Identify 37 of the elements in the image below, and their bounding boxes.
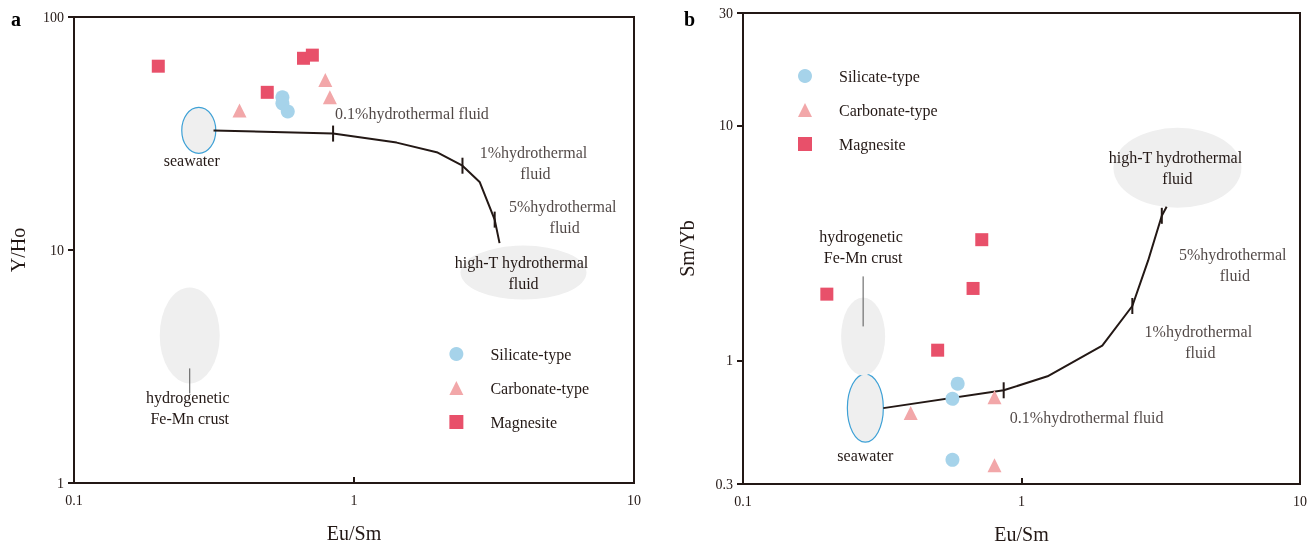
y-tick-label: 30 xyxy=(719,5,733,21)
legend-label: Carbonate-type xyxy=(839,101,938,120)
annotation: 5%hydrothermal fluid xyxy=(1179,245,1291,284)
legend-label: Carbonate-type xyxy=(490,379,589,398)
annotation: seawater xyxy=(837,446,894,464)
y-tick-label: 10 xyxy=(50,242,64,258)
annotation: 1%hydrothermal fluid xyxy=(479,143,592,182)
legend-label: Silicate-type xyxy=(490,345,572,364)
annotation: 0.1%hydrothermal fluid xyxy=(1009,408,1164,427)
x-tick-label: 0.1 xyxy=(734,493,752,509)
annotation: 5%hydrothermal fluid xyxy=(508,197,621,236)
y-tick-label: 100 xyxy=(43,9,64,25)
legend-label: Magnesite xyxy=(839,135,906,154)
annotation: 1%hydrothermal fluid xyxy=(1144,322,1257,361)
annotation: hydrogenetic Fe-Mn crust xyxy=(145,389,234,428)
annotation: seawater xyxy=(163,151,221,169)
chart-title: a xyxy=(11,8,21,30)
legend-label: Magnesite xyxy=(490,413,558,432)
x-tick-label: 10 xyxy=(627,492,641,508)
y-tick-label: 0.3 xyxy=(715,476,733,492)
chart-title: b xyxy=(684,8,696,30)
y-tick-label: 1 xyxy=(726,353,733,369)
legend-label: Silicate-type xyxy=(839,67,920,86)
x-tick-label: 1 xyxy=(1018,493,1025,509)
y-tick-label: 1 xyxy=(57,475,64,491)
annotation: high-T hydrothermal fluid xyxy=(454,253,593,292)
annotation: high-T hydrothermal fluid xyxy=(1108,148,1247,187)
y-tick-label: 10 xyxy=(719,117,733,133)
x-axis-title: Eu/Sm xyxy=(326,522,382,544)
x-tick-label: 10 xyxy=(1293,493,1307,509)
x-tick-label: 0.1 xyxy=(65,492,83,508)
x-axis-title: Eu/Sm xyxy=(994,523,1050,545)
annotation: hydrogenetic Fe-Mn crust xyxy=(819,228,907,267)
y-axis-title: Sm/Yb xyxy=(676,220,698,277)
annotation: 0.1%hydrothermal fluid xyxy=(335,105,489,124)
y-axis-title: Y/Ho xyxy=(7,227,29,273)
x-tick-label: 1 xyxy=(350,492,358,508)
